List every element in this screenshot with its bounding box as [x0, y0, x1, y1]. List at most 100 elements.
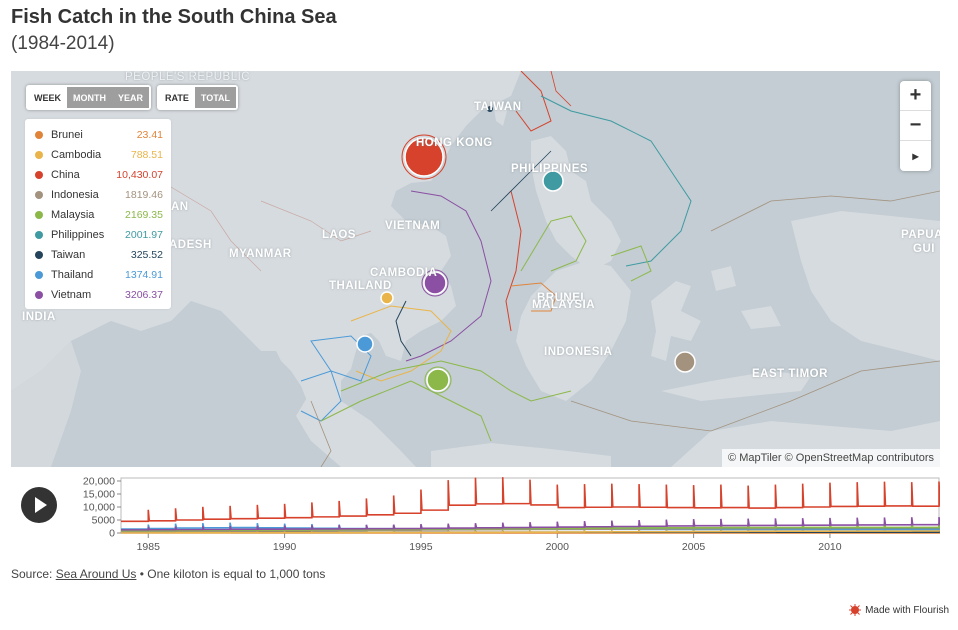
bubble-taiwan[interactable] [487, 106, 493, 112]
x-tick-label: 1985 [137, 541, 161, 553]
bubble-philippines[interactable] [542, 170, 564, 192]
select-tool-button[interactable]: ▸ [912, 149, 919, 163]
map-label-india: INDIA [22, 311, 56, 323]
legend-swatch [35, 131, 43, 139]
x-tick-label: 2000 [546, 541, 570, 553]
map-label-papua: PAPUA [901, 229, 940, 241]
legend-label: Philippines [51, 229, 105, 241]
x-tick-label: 1995 [409, 541, 433, 553]
legend-label: Taiwan [51, 249, 86, 261]
bubble-thailand[interactable] [356, 335, 374, 353]
legend-value: 1374.91 [125, 269, 163, 281]
zoom-controls: + − ▸ [900, 81, 931, 171]
map-label-an: AN [171, 201, 189, 213]
map-label-cambodia: CAMBODIA [370, 267, 438, 279]
timeline: 0 5000 10,000 15,000 20,000 1985 1990 1995 2000 2… [11, 473, 940, 553]
bubble-malaysia[interactable] [424, 366, 452, 394]
legend-swatch [35, 291, 43, 299]
map-attribution: © MapTiler © OpenStreetMap contributors [722, 449, 940, 467]
measure-toggle: RATE TOTAL [157, 85, 239, 110]
legend-value: 2169.35 [125, 209, 163, 221]
legend-label: Brunei [51, 129, 83, 141]
legend-swatch [35, 271, 43, 279]
series-line-vietnam[interactable] [121, 517, 940, 531]
series-line-china[interactable] [121, 477, 940, 523]
series-line-cambodia[interactable] [121, 526, 940, 534]
x-tick-label: 1990 [273, 541, 297, 553]
x-tick-label: 2010 [818, 541, 842, 553]
legend-label: Malaysia [51, 209, 95, 221]
map-label-laos: LAOS [322, 229, 356, 241]
map-label-gui: GUI [913, 243, 935, 255]
legend-swatch [35, 231, 43, 239]
legend-value: 2001.97 [125, 229, 163, 241]
map-label-myanmar: MYANMAR [229, 248, 292, 260]
legend-item-thailand[interactable]: Thailand 1374.91 [35, 265, 163, 285]
flourish-credit-label: Made with Flourish [865, 604, 949, 616]
zoom-out-button[interactable]: − [900, 111, 931, 141]
map-label-taiwan: TAIWAN [474, 101, 522, 113]
map-label-china: PEOPLE'S REPUBLIC [125, 71, 251, 83]
map-label-thailand: THAILAND [329, 280, 392, 292]
y-tick-label: 10,000 [83, 502, 115, 514]
map-label-indonesia: INDONESIA [544, 346, 613, 358]
play-icon [35, 497, 47, 513]
legend-item-malaysia[interactable]: Malaysia 2169.35 [35, 205, 163, 225]
legend-item-china[interactable]: China 10,430.07 [35, 165, 163, 185]
flourish-credit[interactable]: Made with Flourish [849, 604, 949, 616]
play-button[interactable] [21, 487, 57, 523]
legend-swatch [35, 251, 43, 259]
x-tick-label: 2005 [682, 541, 706, 553]
legend-swatch [35, 211, 43, 219]
legend-value: 325.52 [130, 249, 163, 261]
legend-label: Vietnam [51, 289, 92, 301]
y-tick-label: 20,000 [83, 476, 115, 488]
legend-value: 1819.46 [125, 189, 163, 201]
legend-item-vietnam[interactable]: Vietnam 3206.37 [35, 285, 163, 305]
legend-label: Cambodia [51, 149, 102, 161]
legend-value: 23.41 [136, 129, 163, 141]
map-label-brunei: BRUNEI [537, 292, 585, 304]
legend-value: 3206.37 [125, 289, 163, 301]
legend-item-indonesia[interactable]: Indonesia 1819.46 [35, 185, 163, 205]
legend-swatch [35, 151, 43, 159]
legend-label: China [51, 169, 80, 181]
chart-subtitle: (1984-2014) [11, 33, 115, 54]
chart-title: Fish Catch in the South China Sea [11, 6, 337, 28]
period-week-button[interactable]: WEEK [34, 93, 61, 103]
measure-rate-button[interactable]: RATE [165, 93, 189, 103]
map-label-hongkong: HONG KONG [416, 137, 493, 149]
map-label-malaysia: MALAYSIA [532, 299, 595, 311]
flourish-logo-icon [849, 604, 862, 616]
zoom-in-button[interactable]: + [900, 81, 931, 111]
bubble-cambodia[interactable] [380, 291, 394, 305]
bubble-vietnam[interactable] [421, 269, 449, 297]
source-link[interactable]: Sea Around Us [55, 567, 137, 581]
legend-item-cambodia[interactable]: Cambodia 788.51 [35, 145, 163, 165]
y-tick-label: 15,000 [83, 489, 115, 501]
period-month-button[interactable]: MONTH [67, 87, 112, 108]
y-tick-label: 0 [109, 528, 115, 540]
map-label-philippines: PHILIPPINES [511, 163, 589, 175]
bubble-indonesia[interactable] [674, 351, 696, 373]
map-label-vietnam: VIETNAM [385, 220, 441, 232]
legend-item-philippines[interactable]: Philippines 2001.97 [35, 225, 163, 245]
legend-label: Indonesia [51, 189, 99, 201]
map-label-bangladesh: ADESH [169, 239, 212, 251]
source-prefix: Source: [11, 567, 56, 581]
period-year-button[interactable]: YEAR [112, 87, 150, 108]
legend-value: 788.51 [130, 149, 163, 161]
legend-swatch [35, 171, 43, 179]
legend-item-brunei[interactable]: Brunei 23.41 [35, 125, 163, 145]
legend-swatch [35, 191, 43, 199]
bubble-china[interactable] [401, 134, 447, 180]
y-tick-label: 5000 [92, 515, 116, 527]
source-note: Source: Sea Around Us • One kiloton is e… [11, 567, 325, 581]
legend-item-taiwan[interactable]: Taiwan 325.52 [35, 245, 163, 265]
map-view[interactable]: PEOPLE'S REPUBLIC HONG KONG TAIWAN PHILI… [11, 71, 940, 467]
measure-total-button[interactable]: TOTAL [194, 87, 237, 108]
source-suffix: • One kiloton is equal to 1,000 tons [136, 567, 326, 581]
map-label-easttimor: EAST TIMOR [752, 368, 828, 380]
view-controls: WEEK MONTH YEAR RATE TOTAL [26, 85, 239, 110]
